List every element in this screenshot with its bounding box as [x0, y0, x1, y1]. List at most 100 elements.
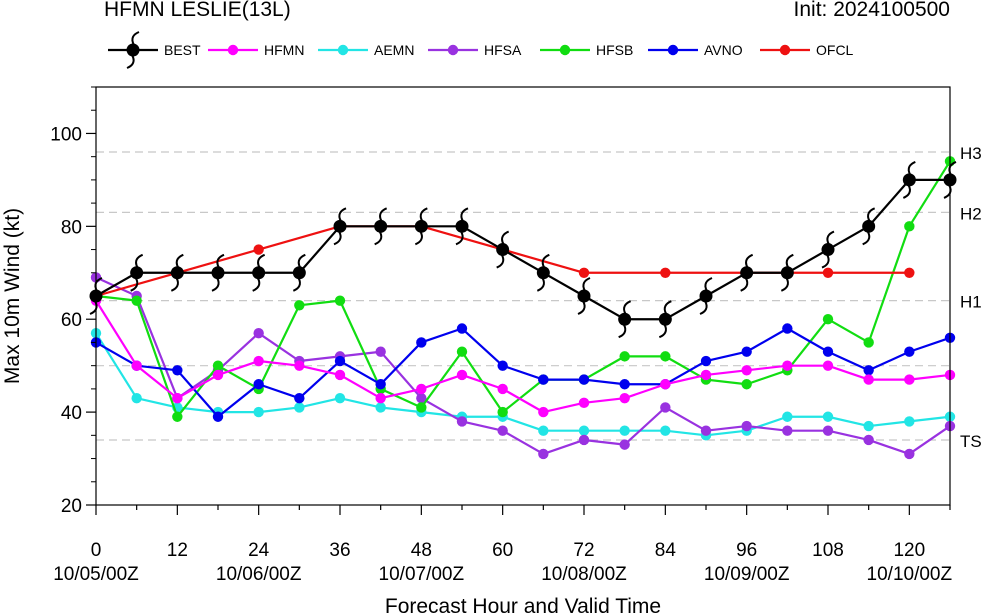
- x-date-label: 10/10/00Z: [867, 564, 953, 585]
- hurricane-symbol-arm: [297, 253, 306, 269]
- hurricane-symbol-arm: [826, 230, 835, 246]
- best-track-point: [740, 253, 754, 292]
- data-point-avno: [456, 323, 468, 334]
- data-point-hfsa: [660, 402, 671, 413]
- legend-marker: [779, 44, 791, 56]
- frame-layer: 20 40 60 80 100 0 12 24 36 48 60 72 84 96 108 120 10/05/…: [1, 86, 953, 616]
- hurricane-symbol-core: [658, 312, 672, 326]
- data-point-hfmn: [416, 383, 427, 395]
- hurricane-symbol-core: [740, 266, 754, 280]
- hurricane-symbol-arm: [333, 230, 342, 246]
- data-point-avno: [578, 374, 590, 385]
- data-point-hfmn: [782, 360, 793, 371]
- data-point-hfsb: [294, 300, 305, 311]
- hurricane-symbol-core: [699, 289, 713, 303]
- data-point-avno: [294, 392, 305, 404]
- series-line-hfsb: [95, 160, 951, 418]
- data-point-hfsb: [334, 295, 346, 306]
- data-point-hfsa: [619, 439, 630, 450]
- data-point-avno: [904, 346, 915, 357]
- threshold-label: TS: [960, 432, 982, 451]
- x-tick-label: 108: [812, 540, 844, 561]
- hurricane-symbol-arm: [867, 207, 876, 222]
- legend-item-best: BEST: [108, 31, 201, 69]
- hurricane-symbol-arm: [131, 31, 140, 46]
- hurricane-symbol-core: [902, 173, 916, 187]
- hurricane-symbol-arm: [292, 277, 301, 292]
- hurricane-symbol-core: [536, 266, 550, 280]
- hurricane-symbol-arm: [460, 207, 469, 222]
- data-point-avno: [172, 365, 183, 376]
- series-best: [89, 160, 957, 339]
- x-date-label: 10/08/00Z: [541, 564, 627, 585]
- data-point-hfsb: [497, 406, 508, 418]
- best-track-point: [496, 230, 510, 269]
- data-point-hfsb: [619, 351, 630, 362]
- series-line-avno: [95, 327, 951, 418]
- hurricane-symbol-arm: [821, 254, 830, 269]
- data-point-hfmn: [253, 355, 264, 367]
- x-tick-label: 84: [655, 540, 677, 561]
- data-point-hfsb: [741, 379, 752, 390]
- hurricane-symbol-arm: [252, 277, 261, 292]
- hurricane-symbol-core: [780, 266, 794, 280]
- data-point-aemn: [334, 392, 346, 404]
- best-track-point: [211, 253, 225, 292]
- best-track-point: [414, 207, 428, 246]
- data-point-aemn: [782, 411, 793, 422]
- best-track-point: [536, 253, 550, 292]
- data-point-hfsb: [456, 346, 468, 357]
- hurricane-symbol-arm: [541, 253, 550, 269]
- series-line-hfsa: [95, 276, 951, 456]
- best-track-point: [170, 253, 184, 292]
- legend-marker: [447, 44, 459, 56]
- data-point-hfsa: [253, 327, 264, 339]
- hurricane-symbol-core: [374, 219, 388, 233]
- data-point-hfsb: [131, 295, 142, 306]
- hurricane-symbol-core: [130, 266, 144, 280]
- data-point-avno: [863, 365, 874, 376]
- hurricane-symbol-arm: [663, 300, 672, 315]
- data-point-hfmn: [334, 369, 346, 381]
- legend-marker: [337, 44, 349, 56]
- hurricane-symbol-core: [455, 219, 469, 233]
- data-point-hfsa: [456, 416, 468, 427]
- data-point-hfmn: [172, 392, 183, 404]
- series-line-hfmn: [95, 300, 951, 414]
- data-point-avno: [619, 379, 630, 390]
- hurricane-symbol-arm: [704, 277, 713, 292]
- legend: BEST HFMN AEMN HFSA HFSB AVNO OFCL: [108, 31, 854, 69]
- x-tick-label: 60: [492, 540, 513, 561]
- hurricane-symbol-arm: [257, 253, 266, 269]
- data-point-avno: [538, 374, 549, 385]
- hurricane-symbol-arm: [501, 230, 510, 246]
- x-tick-label: 0: [91, 540, 102, 561]
- legend-item-ofcl: OFCL: [760, 42, 854, 58]
- series-layer: [89, 156, 957, 460]
- hurricane-symbol-arm: [414, 230, 423, 246]
- data-point-avno: [822, 346, 834, 357]
- best-track-point: [699, 277, 713, 315]
- best-track-point: [292, 253, 306, 292]
- series-line-best: [95, 178, 950, 321]
- best-track-point: [455, 207, 469, 246]
- legend-label: AEMN: [374, 42, 414, 58]
- data-point-hfsa: [863, 434, 874, 446]
- data-point-hfsa: [416, 392, 427, 404]
- hurricane-symbol-arm: [740, 277, 749, 292]
- hurricane-symbol-arm: [170, 277, 179, 292]
- data-point-hfmn: [822, 360, 834, 371]
- data-point-ofcl: [660, 267, 671, 278]
- hurricane-symbol-core: [211, 266, 225, 280]
- data-point-aemn: [131, 392, 142, 404]
- data-point-aemn: [253, 406, 264, 418]
- data-point-avno: [782, 323, 793, 334]
- legend-marker: [227, 44, 239, 56]
- data-point-ofcl: [904, 267, 915, 278]
- data-point-hfmn: [904, 374, 915, 385]
- legend-item-hfmn: HFMN: [208, 42, 304, 58]
- hurricane-symbol-arm: [780, 277, 789, 292]
- data-point-aemn: [822, 411, 834, 422]
- data-point-hfsb: [863, 337, 874, 348]
- data-point-aemn: [619, 425, 630, 436]
